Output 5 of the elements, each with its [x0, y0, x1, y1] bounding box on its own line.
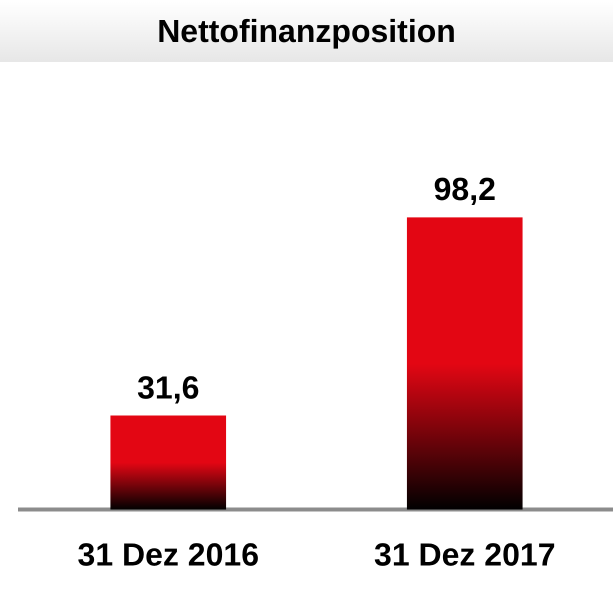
chart-title: Nettofinanzposition [0, 0, 613, 62]
data-label: 31,6 [137, 369, 200, 406]
x-tick-label: 31 Dez 2016 [78, 536, 259, 573]
x-tick-label: 31 Dez 2017 [374, 536, 556, 573]
data-label: 98,2 [434, 171, 496, 208]
